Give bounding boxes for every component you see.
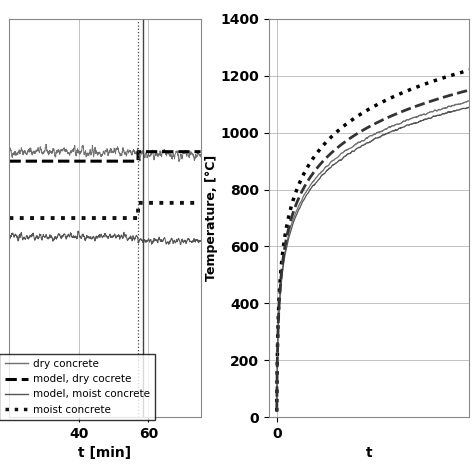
Y-axis label: Temperature, [°C]: Temperature, [°C]: [205, 155, 218, 281]
X-axis label: t: t: [366, 447, 373, 460]
X-axis label: t [min]: t [min]: [79, 447, 132, 460]
Legend: dry concrete, model, dry cocrete, model, moist concrete, moist concrete: dry concrete, model, dry cocrete, model,…: [0, 354, 155, 420]
